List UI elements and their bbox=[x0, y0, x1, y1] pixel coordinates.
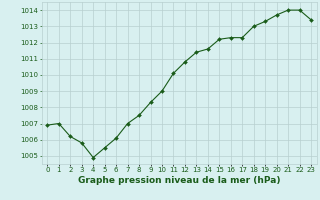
X-axis label: Graphe pression niveau de la mer (hPa): Graphe pression niveau de la mer (hPa) bbox=[78, 176, 280, 185]
